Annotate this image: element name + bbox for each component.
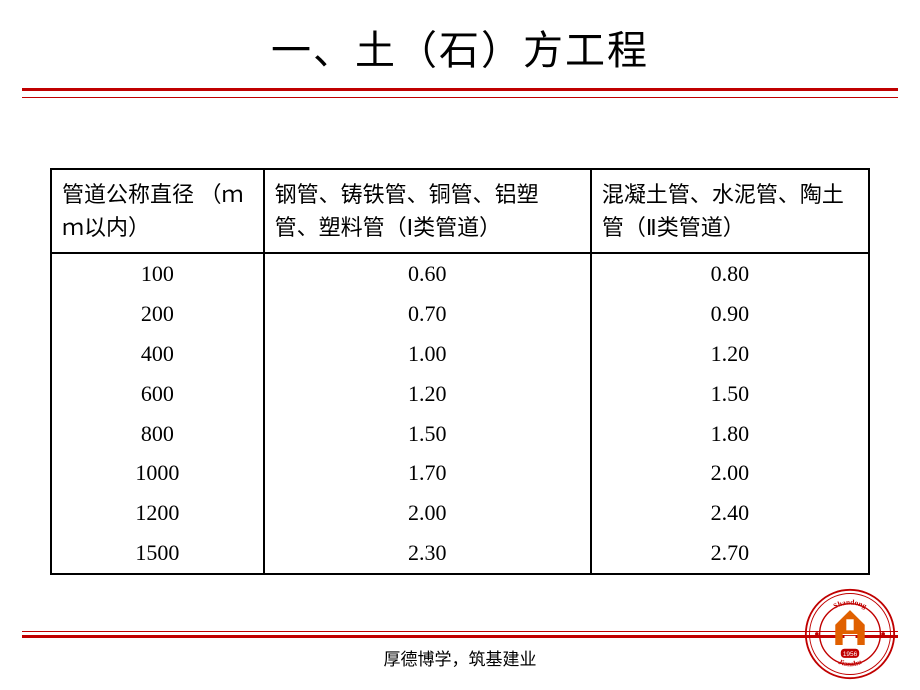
- table-cell: 2.40: [591, 493, 869, 533]
- university-logo: Shandong Jianzhu 1956: [804, 588, 896, 680]
- table-cell: 2.70: [591, 533, 869, 574]
- table-cell: 2.00: [264, 493, 591, 533]
- table-header-row: 管道公称直径 （ｍｍ以内） 钢管、铸铁管、铜管、铝塑管、塑料管（Ⅰ类管道） 混凝…: [51, 169, 869, 253]
- table-cell: 2.30: [264, 533, 591, 574]
- table-cell: 1500: [51, 533, 264, 574]
- logo-bottom-text: Jianzhu: [837, 657, 863, 668]
- header-diameter: 管道公称直径 （ｍｍ以内）: [51, 169, 264, 253]
- header-type2: 混凝土管、水泥管、陶土管（Ⅱ类管道）: [591, 169, 869, 253]
- svg-text:Jianzhu: Jianzhu: [837, 657, 863, 668]
- table-cell: 1200: [51, 493, 264, 533]
- slide: 一、土（石）方工程 管道公称直径 （ｍｍ以内） 钢管、铸铁管、铜管、铝塑管、塑料…: [0, 0, 920, 690]
- table-cell: 0.70: [264, 294, 591, 334]
- logo-top-text: Shandong: [832, 598, 869, 611]
- data-table-container: 管道公称直径 （ｍｍ以内） 钢管、铸铁管、铜管、铝塑管、塑料管（Ⅰ类管道） 混凝…: [50, 168, 870, 575]
- table-row: 8001.501.80: [51, 414, 869, 454]
- logo-year: 1956: [843, 651, 858, 658]
- table-header: 管道公称直径 （ｍｍ以内） 钢管、铸铁管、铜管、铝塑管、塑料管（Ⅰ类管道） 混凝…: [51, 169, 869, 253]
- table-cell: 800: [51, 414, 264, 454]
- table-cell: 0.60: [264, 253, 591, 294]
- title-underline: [22, 88, 898, 98]
- svg-text:Shandong: Shandong: [832, 598, 869, 611]
- footer-rule: [22, 631, 898, 638]
- table-row: 4001.001.20: [51, 334, 869, 374]
- header-type1: 钢管、铸铁管、铜管、铝塑管、塑料管（Ⅰ类管道）: [264, 169, 591, 253]
- table-cell: 0.90: [591, 294, 869, 334]
- table-body: 1000.600.802000.700.904001.001.206001.20…: [51, 253, 869, 574]
- motto: 厚德博学，筑基建业: [0, 645, 920, 670]
- table-cell: 100: [51, 253, 264, 294]
- table-cell: 1.50: [591, 374, 869, 414]
- table-row: 1000.600.80: [51, 253, 869, 294]
- table-row: 12002.002.40: [51, 493, 869, 533]
- table-cell: 200: [51, 294, 264, 334]
- table-cell: 1.20: [591, 334, 869, 374]
- table-cell: 1.20: [264, 374, 591, 414]
- table-cell: 1.80: [591, 414, 869, 454]
- table-cell: 1.50: [264, 414, 591, 454]
- table-cell: 400: [51, 334, 264, 374]
- table-cell: 1.00: [264, 334, 591, 374]
- table-cell: 2.00: [591, 453, 869, 493]
- pipe-table: 管道公称直径 （ｍｍ以内） 钢管、铸铁管、铜管、铝塑管、塑料管（Ⅰ类管道） 混凝…: [50, 168, 870, 575]
- table-cell: 1000: [51, 453, 264, 493]
- table-row: 2000.700.90: [51, 294, 869, 334]
- table-cell: 600: [51, 374, 264, 414]
- table-cell: 0.80: [591, 253, 869, 294]
- page-title: 一、土（石）方工程: [0, 0, 920, 76]
- table-row: 6001.201.50: [51, 374, 869, 414]
- table-cell: 1.70: [264, 453, 591, 493]
- table-row: 10001.702.00: [51, 453, 869, 493]
- table-row: 15002.302.70: [51, 533, 869, 574]
